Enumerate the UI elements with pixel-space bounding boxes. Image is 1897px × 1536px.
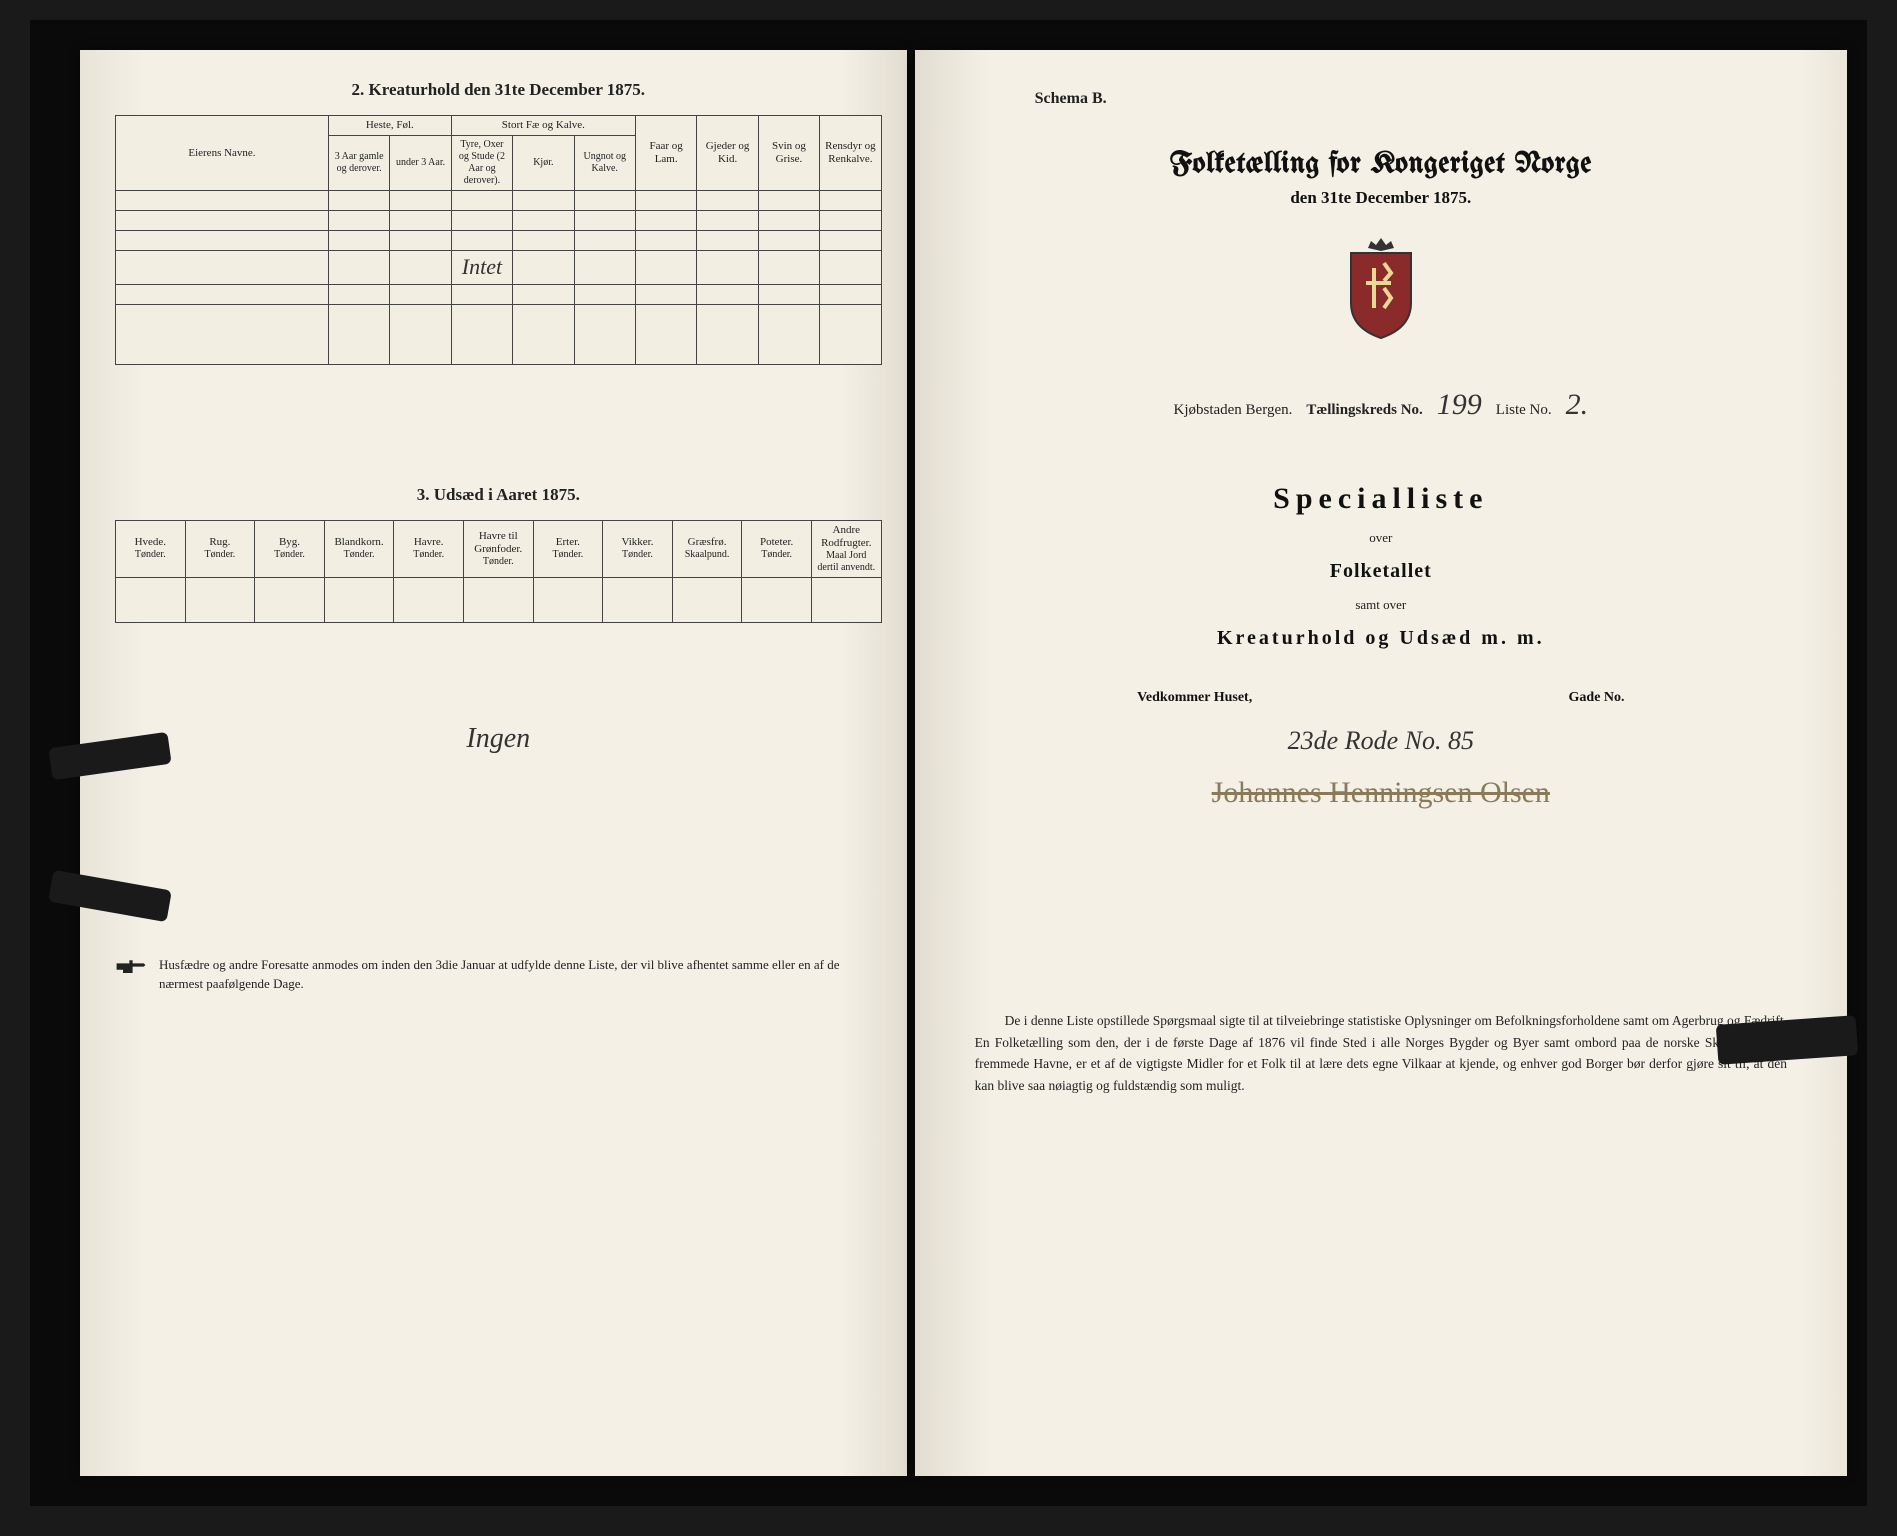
book-frame: 2. Kreaturhold den 31te December 1875. E… bbox=[30, 20, 1867, 1506]
right-page: Schema B. Folketælling for Kongeriget No… bbox=[915, 50, 1847, 1476]
sowing-col: Byg.Tønder. bbox=[255, 520, 325, 577]
section2-title: 2. Kreaturhold den 31te December 1875. bbox=[115, 80, 882, 100]
bottom-paragraph: De i denne Liste opstillede Spørgsmaal s… bbox=[975, 1010, 1787, 1096]
specialliste-title: Specialliste bbox=[975, 482, 1787, 516]
district-label: Tællingskreds No. bbox=[1306, 402, 1422, 418]
sowing-data-row bbox=[116, 577, 882, 622]
sowing-col: Poteter.Tønder. bbox=[742, 520, 812, 577]
footnote: Husfædre og andre Foresatte anmodes om i… bbox=[115, 955, 882, 994]
folketallet: Folketallet bbox=[975, 560, 1787, 583]
vedkommer-label: Vedkommer Huset, bbox=[1137, 690, 1252, 706]
section3-title: 3. Udsæd i Aaret 1875. bbox=[115, 485, 882, 505]
sowing-col: Rug.Tønder. bbox=[185, 520, 255, 577]
sowing-col: Hvede.Tønder. bbox=[116, 520, 186, 577]
sowing-col: Havre til Grønfoder.Tønder. bbox=[463, 520, 533, 577]
owner-handwriting: Johannes Henningsen Olsen bbox=[975, 776, 1787, 810]
over-1: over bbox=[975, 530, 1787, 546]
vedkommer-row: Vedkommer Huset, Gade No. bbox=[1137, 690, 1624, 706]
col-calves: Ungnot og Kalve. bbox=[574, 136, 635, 191]
col-horses-old: 3 Aar gamle og derover. bbox=[328, 136, 389, 191]
col-owner: Eierens Navne. bbox=[116, 116, 329, 191]
sowing-col: Erter.Tønder. bbox=[533, 520, 603, 577]
group-cattle: Stort Fæ og Kalve. bbox=[451, 116, 635, 136]
district-row: Kjøbstaden Bergen. Tællingskreds No. 199… bbox=[975, 388, 1787, 422]
footnote-text: Husfædre og andre Foresatte anmodes om i… bbox=[159, 955, 882, 994]
sub-date: den 31te December 1875. bbox=[975, 188, 1787, 208]
col-goats: Gjeder og Kid. bbox=[697, 116, 758, 191]
sowing-col: Havre.Tønder. bbox=[394, 520, 464, 577]
main-title: Folketælling for Kongeriget Norge bbox=[975, 148, 1787, 180]
gade-label: Gade No. bbox=[1569, 690, 1625, 706]
col-reindeer: Rensdyr og Renkalve. bbox=[820, 116, 881, 191]
district-value: 199 bbox=[1437, 388, 1482, 422]
city-label: Kjøbstaden Bergen. bbox=[1173, 402, 1292, 419]
list-value: 2. bbox=[1566, 388, 1589, 422]
sowing-header-row: Hvede.Tønder. Rug.Tønder. Byg.Tønder. Bl… bbox=[116, 520, 882, 577]
col-pigs: Svin og Grise. bbox=[758, 116, 819, 191]
sowing-col: Andre Rodfrugter.Maal Jord dertil anvend… bbox=[811, 520, 881, 577]
sowing-col: Vikker.Tønder. bbox=[603, 520, 673, 577]
coat-of-arms-icon bbox=[1336, 233, 1426, 343]
pointing-hand-icon bbox=[115, 955, 147, 975]
sowing-col: Græsfrø.Skaalpund. bbox=[672, 520, 742, 577]
sowing-col: Blandkorn.Tønder. bbox=[324, 520, 394, 577]
kreaturhold-line: Kreaturhold og Udsæd m. m. bbox=[975, 627, 1787, 650]
livestock-table: Eierens Navne. Heste, Føl. Stort Fæ og K… bbox=[115, 115, 882, 365]
col-bulls: Tyre, Oxer og Stude (2 Aar og derover). bbox=[451, 136, 512, 191]
gade-handwriting: 23de Rode No. 85 bbox=[975, 726, 1787, 756]
sowing-table: Hvede.Tønder. Rug.Tønder. Byg.Tønder. Bl… bbox=[115, 520, 882, 623]
livestock-entry-row: Intet bbox=[116, 251, 882, 284]
col-cows: Kjør. bbox=[513, 136, 574, 191]
left-page: 2. Kreaturhold den 31te December 1875. E… bbox=[80, 50, 907, 1476]
group-horses: Heste, Føl. bbox=[328, 116, 451, 136]
col-horses-young: under 3 Aar. bbox=[390, 136, 451, 191]
schema-label: Schema B. bbox=[1035, 90, 1787, 108]
list-label: Liste No. bbox=[1496, 402, 1552, 419]
samt-over: samt over bbox=[975, 597, 1787, 613]
sowing-none-script: Ingen bbox=[466, 723, 530, 754]
livestock-none-script: Intet bbox=[451, 251, 512, 284]
col-sheep: Faar og Lam. bbox=[635, 116, 696, 191]
